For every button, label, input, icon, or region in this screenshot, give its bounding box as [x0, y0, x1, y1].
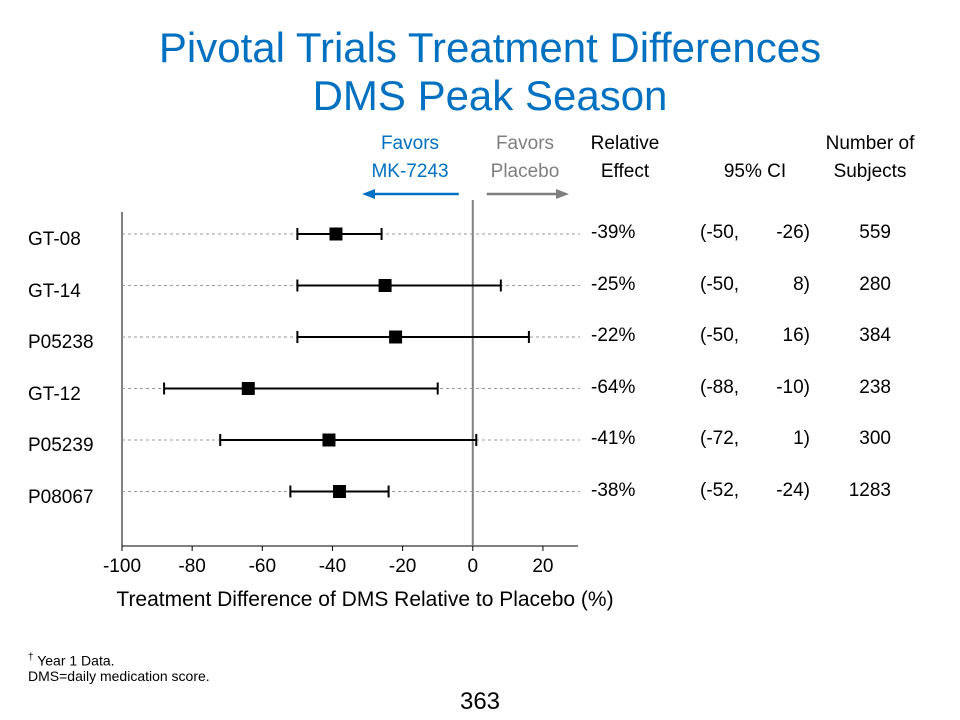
point-estimate-marker [322, 433, 336, 447]
point-estimate-marker [329, 227, 343, 241]
study-label: P08067 [28, 486, 94, 508]
relative-effect-value: -25% [591, 273, 636, 295]
point-estimate-marker [378, 279, 392, 292]
ci-lower-value: (-50, [700, 325, 740, 346]
point-estimate-marker [241, 382, 255, 395]
point-estimate-marker [332, 485, 346, 498]
ci-upper-value: -24) [776, 479, 810, 501]
study-label: GT-12 [28, 383, 81, 405]
study-label: GT-08 [28, 229, 81, 250]
footnote-year-1-text: Year 1 Data. [33, 652, 115, 669]
ci-upper-value: 16) [782, 325, 810, 346]
footnote-dagger: † [28, 652, 34, 663]
x-tick-label: -60 [249, 556, 276, 577]
ci-lower-value: (-52, [700, 479, 740, 501]
relative-effect-value: -41% [591, 428, 636, 449]
header-relative-effect: Relative Effect [570, 130, 680, 186]
header-relative-effect-line-2: Effect [600, 161, 650, 182]
x-tick-label: -100 [103, 556, 141, 577]
header-95-ci: 95% CI [723, 161, 787, 182]
x-tick-label: -20 [389, 556, 416, 577]
x-axis-label: Treatment Difference of DMS Relative to … [116, 588, 614, 611]
subjects-count: 559 [859, 222, 891, 243]
relative-effect-value: -39% [591, 222, 636, 243]
subjects-count: 280 [859, 273, 891, 295]
header-subjects-line-2: Subjects [833, 161, 907, 182]
study-label: P05239 [28, 435, 94, 456]
ci-lower-value: (-88, [700, 376, 740, 398]
relative-effect-value: -22% [591, 325, 636, 346]
header-favors-drug: Favors MK-7243 [350, 130, 470, 186]
header-number-of-subjects: Number of Subjects [800, 130, 940, 186]
subjects-count: 238 [859, 376, 891, 398]
ci-lower-value: (-72, [700, 428, 740, 449]
ci-upper-value: 8) [793, 273, 810, 295]
x-tick-label: 0 [467, 556, 478, 577]
study-label: GT-14 [28, 280, 81, 302]
footnote-year-1: † Year 1 Data. [28, 648, 115, 671]
chart-title-line-2: DMS Peak Season [312, 72, 668, 119]
subjects-count: 300 [859, 428, 891, 449]
page-number: 363 [459, 688, 501, 715]
ci-upper-value: -26) [776, 222, 810, 243]
header-subjects-line-1: Number of [825, 133, 915, 154]
ci-upper-value: 1) [793, 428, 810, 449]
header-favors-placebo-line-1: Favors [495, 133, 555, 154]
x-tick-label: -40 [319, 556, 346, 577]
header-relative-effect-line-1: Relative [590, 133, 660, 154]
header-favors-placebo: Favors Placebo [470, 130, 580, 186]
footnote-dms-definition: DMS=daily medication score. [28, 668, 210, 684]
ci-lower-value: (-50, [700, 222, 740, 243]
header-favors-drug-line-2: MK-7243 [371, 161, 449, 182]
favors-placebo-arrowhead [556, 189, 569, 199]
x-tick-label: -80 [178, 556, 205, 577]
chart-title-line-1: Pivotal Trials Treatment Differences [158, 24, 822, 71]
subjects-count: 1283 [848, 479, 891, 501]
header-favors-placebo-line-2: Placebo [490, 161, 560, 182]
point-estimate-marker [389, 330, 403, 344]
relative-effect-value: -64% [591, 376, 636, 398]
ci-lower-value: (-50, [700, 273, 740, 295]
x-tick-label: 20 [532, 556, 553, 577]
header-favors-drug-line-1: Favors [380, 133, 440, 154]
ci-upper-value: -10) [776, 376, 810, 398]
favors-drug-arrowhead [362, 189, 375, 199]
study-label: P05238 [28, 332, 94, 353]
subjects-count: 384 [859, 325, 891, 346]
relative-effect-value: -38% [591, 479, 636, 501]
